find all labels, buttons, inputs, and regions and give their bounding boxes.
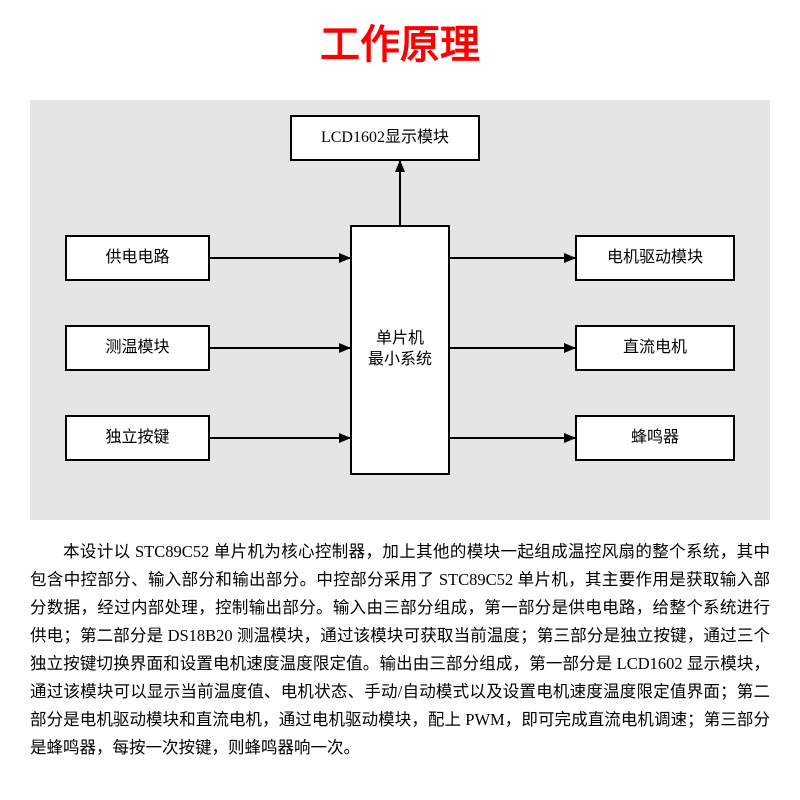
node-mcu: 单片机 最小系统 (350, 225, 450, 475)
block-diagram: LCD1602显示模块单片机 最小系统 供电电路测温模块独立按键 电机驱动模块直流电… (30, 100, 770, 520)
node-keys: 独立按键 (65, 415, 210, 461)
node-dc_motor: 直流电机 (575, 325, 735, 371)
node-power: 供电电路 (65, 235, 210, 281)
description-paragraph: 本设计以 STC89C52 单片机为核心控制器，加上其他的模块一起组成温控风扇的… (30, 538, 770, 762)
node-buzzer: 蜂鸣器 (575, 415, 735, 461)
node-temp: 测温模块 (65, 325, 210, 371)
node-motor_drv: 电机驱动模块 (575, 235, 735, 281)
page-title: 工作原理 (0, 0, 800, 70)
node-lcd: LCD1602显示模块 (290, 115, 480, 161)
